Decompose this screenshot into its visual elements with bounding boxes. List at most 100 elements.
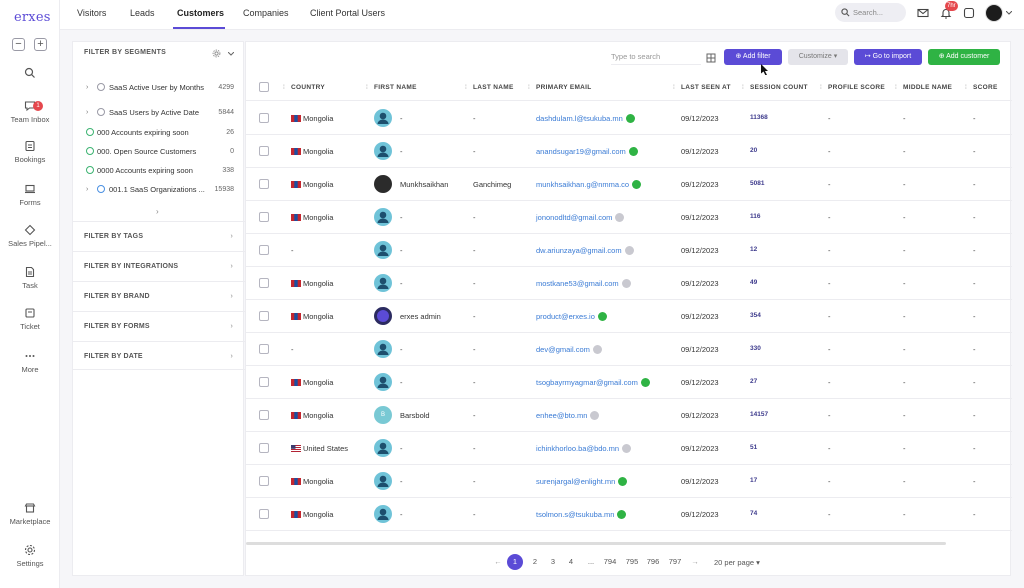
segment-item[interactable]: › SaaS Users by Active Date 5844: [73, 103, 245, 122]
select-all-checkbox[interactable]: [259, 82, 269, 92]
row-checkbox[interactable]: [259, 113, 269, 123]
segment-item[interactable]: 000 Accounts expiring soon 26: [73, 123, 245, 142]
col-middle-name[interactable]: ⁞ MIDDLE NAME: [895, 84, 953, 91]
row-checkbox[interactable]: [259, 245, 269, 255]
table-search-input[interactable]: Type to search: [611, 49, 701, 65]
table-row[interactable]: Mongolia - - tsolmon.s@tsukuba.mn 09/12/2023…: [246, 498, 1012, 531]
email-cell[interactable]: enhee@bto.mn: [536, 411, 600, 420]
nav-more[interactable]: More: [0, 350, 60, 374]
zoom-out-button[interactable]: −: [12, 38, 25, 51]
table-row[interactable]: Mongolia - - anandsugar19@gmail.com 09/12/20…: [246, 135, 1012, 168]
columns-icon[interactable]: [706, 53, 716, 63]
nav-search[interactable]: [0, 67, 60, 82]
email-cell[interactable]: anandsugar19@gmail.com: [536, 147, 638, 156]
page-795-button[interactable]: 795: [625, 557, 639, 566]
horizontal-scrollbar[interactable]: [246, 542, 946, 545]
app-logo[interactable]: erxes: [14, 10, 51, 25]
col-profile-score[interactable]: ⁞ PROFILE SCORE: [820, 84, 885, 91]
filter-by-forms[interactable]: FILTER BY FORMS ›: [73, 311, 245, 340]
nav-bookings[interactable]: Bookings: [0, 140, 60, 164]
email-cell[interactable]: dev@gmail.com: [536, 345, 602, 354]
go-to-import-button[interactable]: ↦ Go to import: [854, 49, 922, 65]
row-checkbox[interactable]: [259, 278, 269, 288]
row-checkbox[interactable]: [259, 311, 269, 321]
col-first-name[interactable]: ⁞ FIRST NAME: [366, 84, 417, 91]
add-filter-button[interactable]: ⊕ Add filter: [724, 49, 782, 65]
email-cell[interactable]: munkhsaikhan.g@nmma.co: [536, 180, 642, 189]
filter-by-tags[interactable]: FILTER BY TAGS ›: [73, 221, 245, 250]
tab-visitors[interactable]: Visitors: [77, 8, 107, 18]
segment-item[interactable]: › 001.1 SaaS Organizations ... 15938: [73, 180, 245, 199]
filter-by-date[interactable]: FILTER BY DATE ›: [73, 341, 245, 370]
tab-companies[interactable]: Companies: [243, 8, 289, 18]
row-checkbox[interactable]: [259, 212, 269, 222]
email-cell[interactable]: ichinkhorloo.ba@bdo.mn: [536, 444, 632, 453]
row-checkbox[interactable]: [259, 443, 269, 453]
tab-client-portal-users[interactable]: Client Portal Users: [310, 8, 386, 18]
col-last-seen-at[interactable]: ⁞ LAST SEEN AT: [673, 84, 731, 91]
tab-leads[interactable]: Leads: [130, 8, 155, 18]
customize-button[interactable]: Customize ▾: [788, 49, 848, 65]
nav-ticket[interactable]: Ticket: [0, 307, 60, 331]
email-cell[interactable]: product@erxes.io: [536, 312, 607, 321]
expand-segments-chevron[interactable]: ›: [156, 207, 159, 216]
page-1-button[interactable]: 1: [507, 554, 523, 570]
prev-page-button[interactable]: ←: [494, 557, 502, 566]
table-row[interactable]: Mongolia - - tsogbayrmyagmar@gmail.com 09/12…: [246, 366, 1012, 399]
page-3-button[interactable]: 3: [550, 557, 556, 566]
email-cell[interactable]: tsolmon.s@tsukuba.mn: [536, 510, 627, 519]
row-checkbox[interactable]: [259, 179, 269, 189]
table-row[interactable]: Mongolia Munkhsaikhan Ganchimeg munkhsaikha…: [246, 168, 1012, 201]
user-avatar[interactable]: [985, 4, 1003, 22]
notifications[interactable]: 7hr: [940, 1, 958, 19]
table-row[interactable]: - - - dev@gmail.com 09/12/2023 330 - - -: [246, 333, 1012, 366]
page-797-button[interactable]: 797: [668, 557, 682, 566]
filter-by-brand[interactable]: FILTER BY BRAND ›: [73, 281, 245, 310]
global-search-input[interactable]: Search...: [835, 3, 906, 22]
page-794-button[interactable]: 794: [603, 557, 617, 566]
row-checkbox[interactable]: [259, 344, 269, 354]
table-row[interactable]: Mongolia - - dashdulam.l@tsukuba.mn 09/12/20…: [246, 102, 1012, 135]
nav-team-inbox[interactable]: Team Inbox 1: [0, 100, 60, 124]
tab-customers[interactable]: Customers: [177, 8, 225, 18]
window-icon[interactable]: [963, 7, 975, 19]
page-4-button[interactable]: 4: [568, 557, 574, 566]
mail-icon[interactable]: [917, 7, 929, 19]
nav-marketplace[interactable]: Marketplace: [0, 502, 60, 526]
email-cell[interactable]: tsogbayrmyagmar@gmail.com: [536, 378, 650, 387]
segment-item[interactable]: 000. Open Source Customers 0: [73, 142, 245, 161]
segment-item[interactable]: › SaaS Active User by Months 4299: [73, 78, 245, 97]
table-row[interactable]: Mongolia - - mostkane53@gmail.com 09/12/2023…: [246, 267, 1012, 300]
table-row[interactable]: Mongolia B Barsbold - enhee@bto.mn 09/12/2023…: [246, 399, 1012, 432]
row-checkbox[interactable]: [259, 509, 269, 519]
gear-icon[interactable]: [212, 49, 221, 58]
col-score[interactable]: ⁞ SCORE: [965, 84, 998, 91]
email-cell[interactable]: jononodltd@gmail.com: [536, 213, 625, 222]
row-checkbox[interactable]: [259, 146, 269, 156]
email-cell[interactable]: surenjargal@enlight.mn: [536, 477, 628, 486]
per-page-select[interactable]: 20 per page ▾: [714, 558, 760, 567]
nav-forms[interactable]: Forms: [0, 183, 60, 207]
table-row[interactable]: United States - - ichinkhorloo.ba@bdo.mn 09/…: [246, 432, 1012, 465]
chevron-right-icon[interactable]: ›: [86, 84, 89, 91]
table-row[interactable]: Mongolia - - jononodltd@gmail.com 09/12/2023…: [246, 201, 1012, 234]
row-checkbox[interactable]: [259, 410, 269, 420]
email-cell[interactable]: mostkane53@gmail.com: [536, 279, 631, 288]
table-row[interactable]: - - - dw.ariunzaya@gmail.com 09/12/2023 12 - - -: [246, 234, 1012, 267]
page-796-button[interactable]: 796: [646, 557, 660, 566]
add-customer-button[interactable]: ⊕ Add customer: [928, 49, 1000, 65]
col-primary-email[interactable]: ⁞ PRIMARY EMAIL: [528, 84, 592, 91]
email-cell[interactable]: dw.ariunzaya@gmail.com: [536, 246, 634, 255]
nav-settings[interactable]: Settings: [0, 544, 60, 568]
row-checkbox[interactable]: [259, 476, 269, 486]
col-country[interactable]: ⁞ COUNTRY: [283, 84, 325, 91]
table-row[interactable]: Mongolia erxes admin - product@erxes.io 09/1…: [246, 300, 1012, 333]
table-row[interactable]: Mongolia - - surenjargal@enlight.mn 09/12/20…: [246, 465, 1012, 498]
chevron-right-icon[interactable]: ›: [86, 186, 89, 193]
col-session-count[interactable]: ⁞ SESSION COUNT: [742, 84, 808, 91]
segment-item[interactable]: 0000 Accounts expiring soon 338: [73, 161, 245, 180]
email-cell[interactable]: dashdulam.l@tsukuba.mn: [536, 114, 635, 123]
row-checkbox[interactable]: [259, 377, 269, 387]
col-last-name[interactable]: ⁞ LAST NAME: [465, 84, 514, 91]
chevron-down-icon[interactable]: [1006, 11, 1012, 15]
